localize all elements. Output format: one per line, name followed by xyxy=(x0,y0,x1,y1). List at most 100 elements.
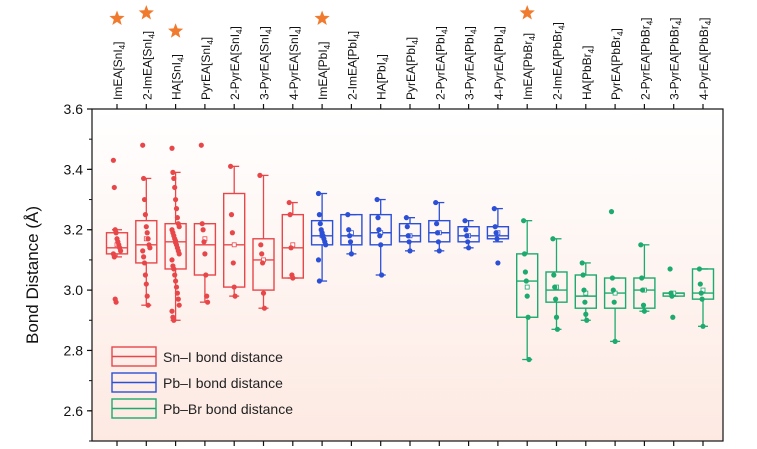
data-point xyxy=(494,236,500,242)
box-group xyxy=(105,157,129,305)
data-point xyxy=(287,212,293,218)
box-group xyxy=(662,266,685,320)
data-point xyxy=(376,227,382,233)
data-point xyxy=(374,196,380,203)
data-point xyxy=(403,215,409,221)
data-point xyxy=(198,142,204,148)
data-point xyxy=(228,163,234,169)
data-point xyxy=(583,311,589,317)
data-point xyxy=(521,251,528,257)
category-label: 2-PyrEA[PbBr4] xyxy=(638,18,654,101)
data-point xyxy=(290,275,296,281)
category-label: HA[PbBr4] xyxy=(580,46,596,100)
legend-label: Pb–I bond distance xyxy=(163,375,283,391)
y-tick-label: 2.6 xyxy=(64,403,84,419)
data-point xyxy=(205,299,211,305)
y-tick-label: 2.8 xyxy=(64,342,84,358)
star-icon xyxy=(314,10,330,25)
y-tick-label: 3.4 xyxy=(64,161,84,177)
data-point xyxy=(317,221,323,227)
data-point xyxy=(550,236,556,242)
category-label: 2-ImEA[PbBr4] xyxy=(551,22,567,100)
data-point xyxy=(174,215,180,221)
data-point xyxy=(347,233,353,239)
data-point xyxy=(525,314,531,320)
data-point xyxy=(552,284,558,290)
data-point xyxy=(611,299,617,305)
data-point xyxy=(434,221,440,227)
data-point xyxy=(173,206,180,212)
data-point xyxy=(581,287,587,293)
data-point xyxy=(641,308,648,314)
data-point xyxy=(492,224,498,230)
data-point xyxy=(171,266,177,272)
data-point xyxy=(406,239,412,245)
data-point xyxy=(700,323,706,329)
data-point xyxy=(144,230,150,236)
data-point xyxy=(111,254,117,260)
category-label: 3-PyrEA[PbBr4] xyxy=(668,18,684,101)
category-label: HA[SnI4] xyxy=(170,54,186,100)
category-label: PyrEA[PbI4] xyxy=(404,37,420,100)
data-point xyxy=(228,212,235,218)
y-tick-label: 3.6 xyxy=(64,101,84,117)
box xyxy=(633,277,656,309)
y-tick-label: 3.0 xyxy=(64,282,84,298)
data-point xyxy=(405,233,411,239)
category-label: 2-PyrEA[SnI4] xyxy=(228,26,244,100)
data-point xyxy=(579,260,585,266)
data-point xyxy=(142,272,148,278)
data-point xyxy=(204,293,210,299)
box-group xyxy=(310,190,334,284)
data-point xyxy=(174,290,180,296)
legend-label: Sn–I bond distance xyxy=(163,349,283,365)
data-point xyxy=(288,245,294,251)
category-label: 4-PyrEA[PbBr4] xyxy=(697,18,713,101)
y-axis-title: Bond Distance (Å) xyxy=(23,206,42,344)
category-label: ImEA[SnI4] xyxy=(111,42,127,100)
data-point xyxy=(173,284,180,290)
box-group xyxy=(457,218,480,251)
box-group xyxy=(281,199,304,281)
data-point xyxy=(316,278,322,284)
data-point xyxy=(113,230,119,236)
box xyxy=(574,274,597,309)
category-label: PyrEA[PbBr4] xyxy=(609,28,625,100)
star-icon xyxy=(138,5,154,20)
data-point xyxy=(118,248,124,254)
data-point xyxy=(462,218,468,224)
data-point xyxy=(230,260,236,266)
data-point xyxy=(670,314,676,320)
data-point xyxy=(495,260,501,266)
box xyxy=(310,219,334,246)
data-point xyxy=(176,302,182,308)
box-group xyxy=(340,212,363,257)
box-group xyxy=(633,242,656,314)
data-point xyxy=(175,296,181,302)
box xyxy=(545,271,568,303)
box-group xyxy=(603,209,627,344)
data-point xyxy=(404,224,410,230)
data-point xyxy=(231,284,237,290)
box-group xyxy=(164,145,187,323)
data-point xyxy=(699,296,705,302)
mean-marker xyxy=(231,242,237,248)
data-point xyxy=(147,245,153,251)
data-point xyxy=(463,227,469,233)
legend-label: Pb–Br bond distance xyxy=(163,401,293,417)
data-point xyxy=(348,251,354,257)
data-point xyxy=(141,175,147,182)
data-point xyxy=(375,215,381,221)
data-point xyxy=(522,269,529,275)
data-point xyxy=(580,272,586,278)
data-point xyxy=(608,209,615,215)
data-point xyxy=(172,272,178,278)
data-point xyxy=(202,251,208,257)
data-point xyxy=(698,290,704,296)
data-point xyxy=(610,287,616,293)
data-point xyxy=(553,314,560,320)
data-point xyxy=(144,293,150,299)
data-point xyxy=(145,236,151,242)
data-point xyxy=(141,196,148,203)
